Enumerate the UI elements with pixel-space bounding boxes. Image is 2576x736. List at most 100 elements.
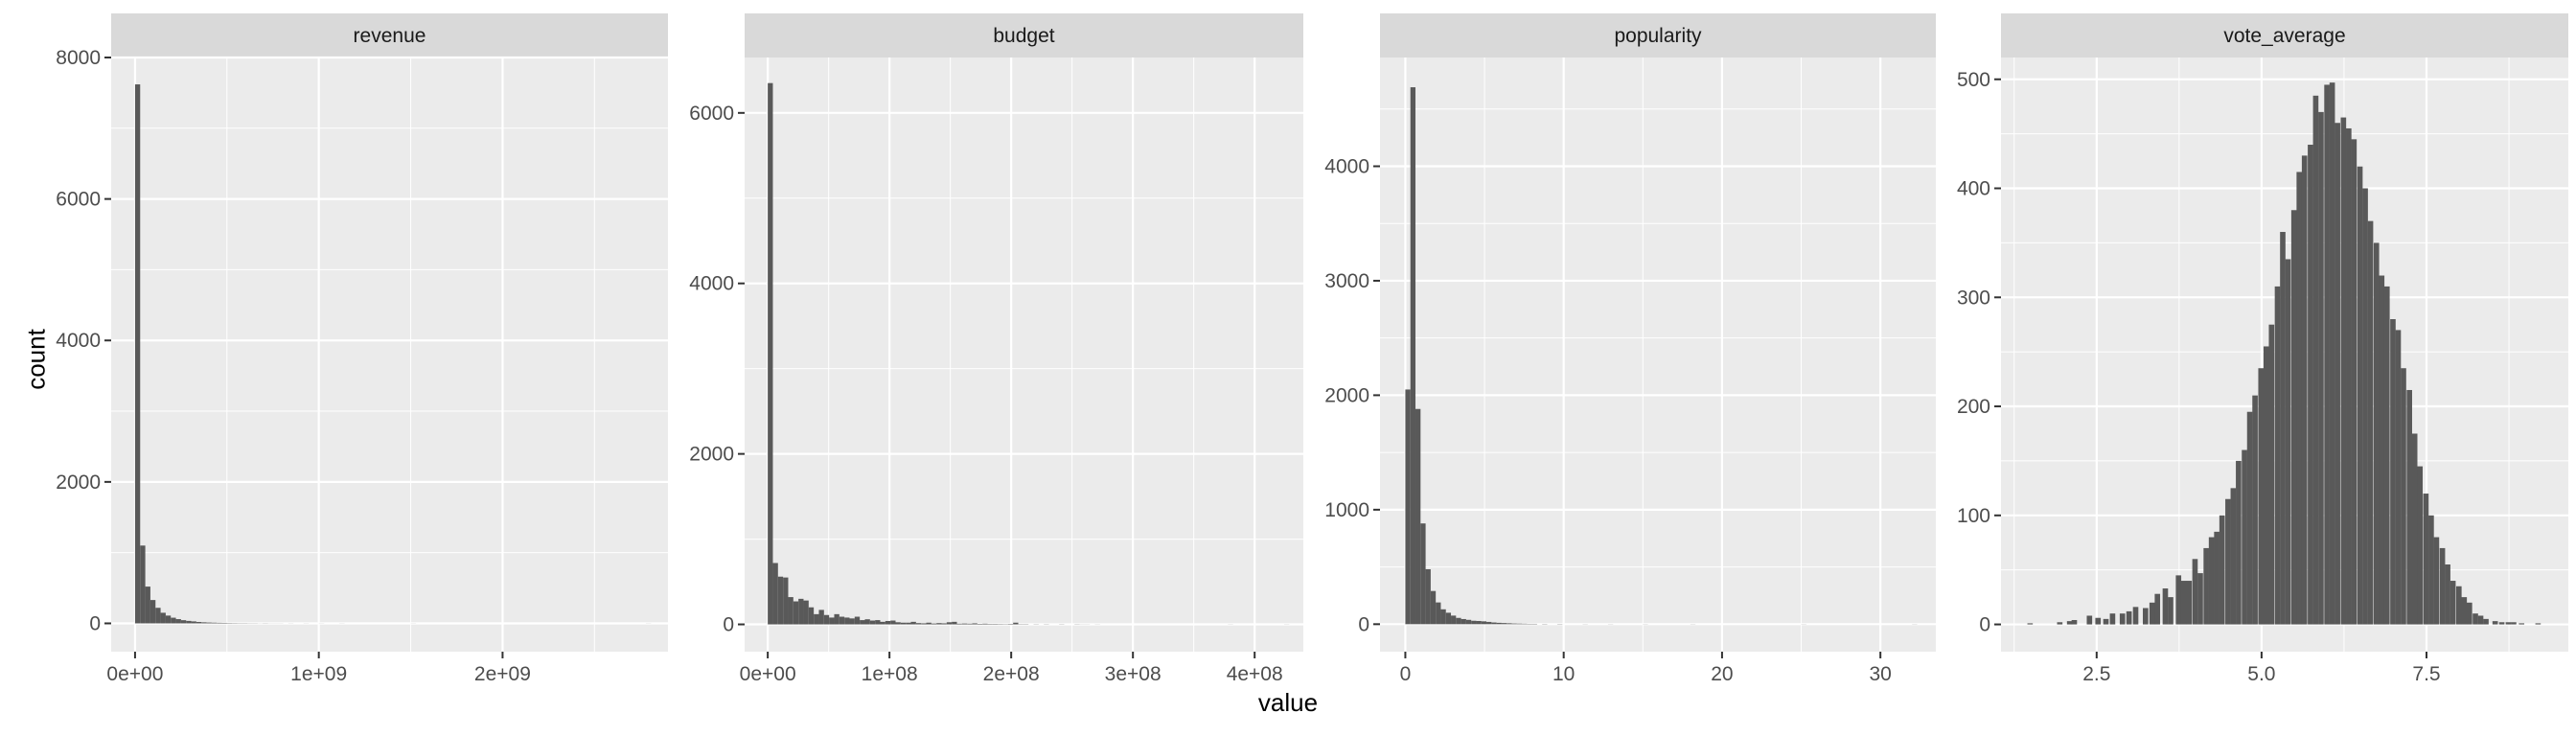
y-tick-label: 0 xyxy=(723,614,734,636)
x-axis-title: value xyxy=(1257,688,1319,717)
x-tick-label: 2.5 xyxy=(2082,663,2110,685)
histogram-bar xyxy=(2518,623,2525,625)
histogram-bar xyxy=(2406,389,2412,625)
histogram-bar xyxy=(2373,242,2380,625)
y-tick-label: 0 xyxy=(1358,613,1369,635)
histogram-bar xyxy=(946,622,953,625)
histogram-bar xyxy=(2450,581,2456,625)
histogram-bar xyxy=(2208,537,2215,625)
histogram-bar xyxy=(2103,618,2109,625)
histogram-bar xyxy=(977,624,983,625)
facet-strip-label: revenue xyxy=(354,25,426,47)
histogram-bar xyxy=(2027,623,2034,625)
histogram-bar xyxy=(2383,286,2390,625)
histogram-bar xyxy=(2395,330,2402,625)
histogram-bar xyxy=(849,618,855,625)
histogram-bar xyxy=(2505,622,2512,625)
histogram-bar xyxy=(875,620,881,625)
histogram-bar xyxy=(2162,588,2169,625)
histogram-bar xyxy=(201,622,207,624)
histogram-bar xyxy=(1420,523,1426,625)
histogram-bar xyxy=(1415,408,1421,625)
facet-strip xyxy=(2001,13,2568,58)
y-tick-label: 400 xyxy=(1957,178,1990,200)
histogram-bar xyxy=(211,622,218,624)
histogram-bar xyxy=(921,623,927,625)
histogram-bar xyxy=(2180,581,2187,625)
histogram-bar xyxy=(221,622,227,624)
histogram-bar xyxy=(171,617,176,624)
histogram-bar xyxy=(2095,617,2102,625)
histogram-bar xyxy=(1445,612,1452,625)
histogram-bar xyxy=(814,613,819,625)
histogram-bar xyxy=(175,619,181,624)
histogram-bar xyxy=(1405,389,1411,625)
histogram-bar xyxy=(2057,622,2063,625)
histogram-bar xyxy=(2168,597,2174,625)
histogram-bar xyxy=(2346,127,2352,625)
panel-background xyxy=(111,58,668,652)
facet-panel-vote_average: vote_average 0 100 200 300 400 500 2.5 5.0 7.5 xyxy=(1957,13,2568,685)
histogram-bar xyxy=(1451,615,1457,625)
histogram-bar xyxy=(818,610,824,625)
histogram-bar xyxy=(2230,488,2237,625)
histogram-bar xyxy=(2296,172,2303,625)
x-tick-label: 1e+08 xyxy=(862,663,918,685)
histogram-bar xyxy=(2411,433,2418,625)
histogram-bar xyxy=(956,623,962,625)
histogram-bar xyxy=(134,84,141,624)
histogram-bar xyxy=(1410,87,1416,625)
x-tick-label: 20 xyxy=(1711,663,1733,685)
histogram-bar xyxy=(885,620,891,625)
histogram-bar xyxy=(772,563,778,625)
histogram-bar xyxy=(793,601,799,625)
histogram-bar xyxy=(1491,622,1497,625)
histogram-bar xyxy=(906,622,911,625)
histogram-bar xyxy=(2274,286,2281,625)
histogram-bar xyxy=(2340,117,2347,625)
histogram-bar xyxy=(961,623,968,625)
x-tick-label: 2e+08 xyxy=(983,663,1040,685)
histogram-bar xyxy=(798,598,804,625)
y-tick-label: 2000 xyxy=(56,472,101,494)
histogram-bar xyxy=(2483,618,2489,625)
histogram-bar xyxy=(2439,547,2446,625)
facet-strip xyxy=(111,13,668,58)
y-axis-title: count xyxy=(21,329,51,390)
histogram-bar xyxy=(2268,324,2275,625)
histogram-bar xyxy=(1516,623,1523,625)
histogram-bar xyxy=(1440,609,1446,625)
histogram-bar xyxy=(2312,95,2319,625)
histogram-bar xyxy=(839,616,845,625)
histogram-bar xyxy=(217,622,222,624)
histogram-bar xyxy=(2203,547,2209,625)
y-tick-label: 1000 xyxy=(1324,499,1369,521)
histogram-bar xyxy=(2214,531,2220,625)
x-tick-label: 5.0 xyxy=(2247,663,2275,685)
histogram-bar xyxy=(2477,615,2484,625)
histogram-bar xyxy=(2417,466,2424,625)
y-tick-label: 300 xyxy=(1957,287,1990,309)
histogram-bar xyxy=(191,621,196,624)
histogram-bar xyxy=(2119,613,2126,625)
histogram-bar xyxy=(2461,597,2468,625)
histogram-bar xyxy=(915,623,922,625)
histogram-bar xyxy=(186,620,192,624)
histogram-bar xyxy=(140,545,146,624)
histogram-bar xyxy=(2192,559,2198,625)
histogram-bar xyxy=(2109,613,2116,625)
histogram-bar xyxy=(864,619,870,625)
histogram-bar xyxy=(808,607,815,625)
histogram-bar xyxy=(2263,346,2269,625)
histogram-bar xyxy=(2535,623,2542,625)
histogram-bar xyxy=(2423,494,2429,625)
histogram-bar xyxy=(2379,275,2385,625)
histogram-bar xyxy=(150,600,156,624)
histogram-bar xyxy=(936,623,942,625)
histogram-bar xyxy=(1425,568,1431,625)
histogram-bar xyxy=(1013,622,1019,625)
y-tick-label: 3000 xyxy=(1324,270,1369,292)
histogram-bar xyxy=(768,82,773,625)
facet-panel-revenue: revenue 0 2000 4000 6000 8000 0e+00 1e+09 2e+09 xyxy=(56,13,668,685)
histogram-bar xyxy=(2318,111,2324,625)
